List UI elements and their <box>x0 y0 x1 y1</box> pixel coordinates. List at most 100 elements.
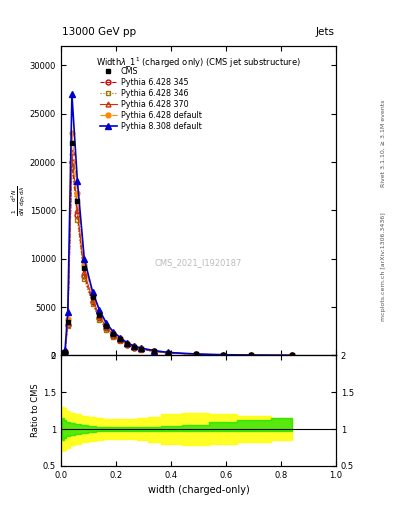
CMS <box>290 352 294 358</box>
Pythia 6.428 346 <box>152 349 157 355</box>
Pythia 6.428 370 <box>70 150 74 156</box>
Text: CMS_2021_I1920187: CMS_2021_I1920187 <box>155 258 242 267</box>
Pythia 6.428 default <box>166 350 171 356</box>
Pythia 6.428 346 <box>70 164 74 170</box>
CMS <box>131 344 136 350</box>
CMS <box>90 294 95 301</box>
Pythia 6.428 345 <box>248 352 253 358</box>
Pythia 8.308 default <box>248 352 253 358</box>
Pythia 6.428 default <box>97 309 102 315</box>
CMS <box>63 349 68 355</box>
Line: Pythia 8.308 default: Pythia 8.308 default <box>59 92 295 358</box>
CMS <box>82 265 86 271</box>
Pythia 6.428 345 <box>97 315 102 321</box>
Pythia 8.308 default <box>138 345 143 351</box>
Pythia 8.308 default <box>97 307 102 313</box>
Pythia 6.428 346 <box>193 351 198 357</box>
Pythia 6.428 345 <box>75 212 80 218</box>
Pythia 6.428 default <box>138 345 143 351</box>
Pythia 6.428 default <box>193 351 198 357</box>
Text: 13000 GeV pp: 13000 GeV pp <box>62 27 136 37</box>
Pythia 6.428 345 <box>131 345 136 351</box>
Pythia 8.308 default <box>82 255 86 262</box>
CMS <box>221 352 226 358</box>
Text: Width$\lambda\_1^1$ (charged only) (CMS jet substructure): Width$\lambda\_1^1$ (charged only) (CMS … <box>96 55 301 70</box>
Pythia 6.428 370 <box>166 350 171 356</box>
Pythia 6.428 346 <box>65 324 70 330</box>
Pythia 6.428 370 <box>90 296 95 303</box>
Pythia 6.428 345 <box>90 299 95 305</box>
Pythia 6.428 346 <box>166 350 171 356</box>
Pythia 6.428 345 <box>290 352 294 358</box>
Pythia 8.308 default <box>63 347 68 353</box>
Pythia 6.428 345 <box>138 346 143 352</box>
Pythia 6.428 370 <box>125 341 129 347</box>
Line: Pythia 6.428 370: Pythia 6.428 370 <box>60 150 294 358</box>
Pythia 6.428 default <box>65 315 70 322</box>
Pythia 6.428 346 <box>125 342 129 348</box>
Pythia 8.308 default <box>125 339 129 346</box>
Pythia 6.428 370 <box>221 352 226 358</box>
Pythia 6.428 default <box>63 348 68 354</box>
CMS <box>138 346 143 352</box>
Pythia 6.428 default <box>125 340 129 346</box>
Pythia 6.428 370 <box>97 313 102 319</box>
CMS <box>111 331 116 337</box>
Pythia 6.428 default <box>90 291 95 297</box>
Pythia 8.308 default <box>221 352 226 358</box>
Pythia 8.308 default <box>118 334 123 340</box>
Pythia 6.428 370 <box>131 344 136 350</box>
Line: CMS: CMS <box>60 140 294 358</box>
Pythia 8.308 default <box>166 349 171 355</box>
Pythia 6.428 370 <box>290 352 294 358</box>
Pythia 6.428 default <box>152 348 157 354</box>
Pythia 6.428 370 <box>152 348 157 354</box>
Pythia 6.428 default <box>131 343 136 349</box>
Pythia 8.308 default <box>131 343 136 349</box>
Pythia 6.428 345 <box>60 351 64 357</box>
X-axis label: width (charged-only): width (charged-only) <box>148 485 249 495</box>
Pythia 6.428 default <box>70 130 74 136</box>
Pythia 6.428 346 <box>118 338 123 344</box>
CMS <box>125 341 129 347</box>
Pythia 6.428 346 <box>60 351 64 357</box>
Pythia 6.428 370 <box>82 269 86 275</box>
Pythia 8.308 default <box>70 91 74 97</box>
Pythia 6.428 346 <box>248 352 253 358</box>
Text: Rivet 3.1.10, ≥ 3.1M events: Rivet 3.1.10, ≥ 3.1M events <box>381 100 386 187</box>
Pythia 6.428 345 <box>166 350 171 356</box>
Pythia 6.428 default <box>104 322 108 328</box>
CMS <box>75 198 80 204</box>
Pythia 6.428 370 <box>104 324 108 330</box>
Line: Pythia 6.428 346: Pythia 6.428 346 <box>60 164 294 358</box>
Pythia 6.428 default <box>82 262 86 268</box>
Pythia 6.428 346 <box>90 301 95 307</box>
CMS <box>70 140 74 146</box>
CMS <box>104 324 108 330</box>
Pythia 6.428 345 <box>82 273 86 279</box>
Pythia 6.428 default <box>75 190 80 196</box>
Pythia 6.428 345 <box>152 348 157 354</box>
Pythia 6.428 346 <box>97 316 102 323</box>
CMS <box>65 318 70 325</box>
Pythia 6.428 default <box>60 350 64 356</box>
Pythia 6.428 345 <box>125 342 129 348</box>
Pythia 6.428 370 <box>75 207 80 214</box>
Pythia 6.428 345 <box>111 333 116 339</box>
Pythia 6.428 370 <box>118 337 123 343</box>
Pythia 6.428 346 <box>111 333 116 339</box>
Pythia 6.428 370 <box>65 319 70 326</box>
Line: Pythia 6.428 345: Pythia 6.428 345 <box>60 160 294 358</box>
Pythia 6.428 345 <box>63 349 68 355</box>
Pythia 8.308 default <box>65 309 70 315</box>
Pythia 6.428 370 <box>193 351 198 357</box>
Line: Pythia 6.428 default: Pythia 6.428 default <box>60 131 294 358</box>
Pythia 8.308 default <box>193 351 198 357</box>
Pythia 6.428 346 <box>104 327 108 333</box>
Pythia 6.428 default <box>248 352 253 358</box>
Pythia 6.428 345 <box>193 351 198 357</box>
Pythia 6.428 346 <box>63 350 68 356</box>
Pythia 6.428 345 <box>118 337 123 344</box>
Pythia 6.428 346 <box>138 347 143 353</box>
Text: mcplots.cern.ch [arXiv:1306.3436]: mcplots.cern.ch [arXiv:1306.3436] <box>381 212 386 321</box>
